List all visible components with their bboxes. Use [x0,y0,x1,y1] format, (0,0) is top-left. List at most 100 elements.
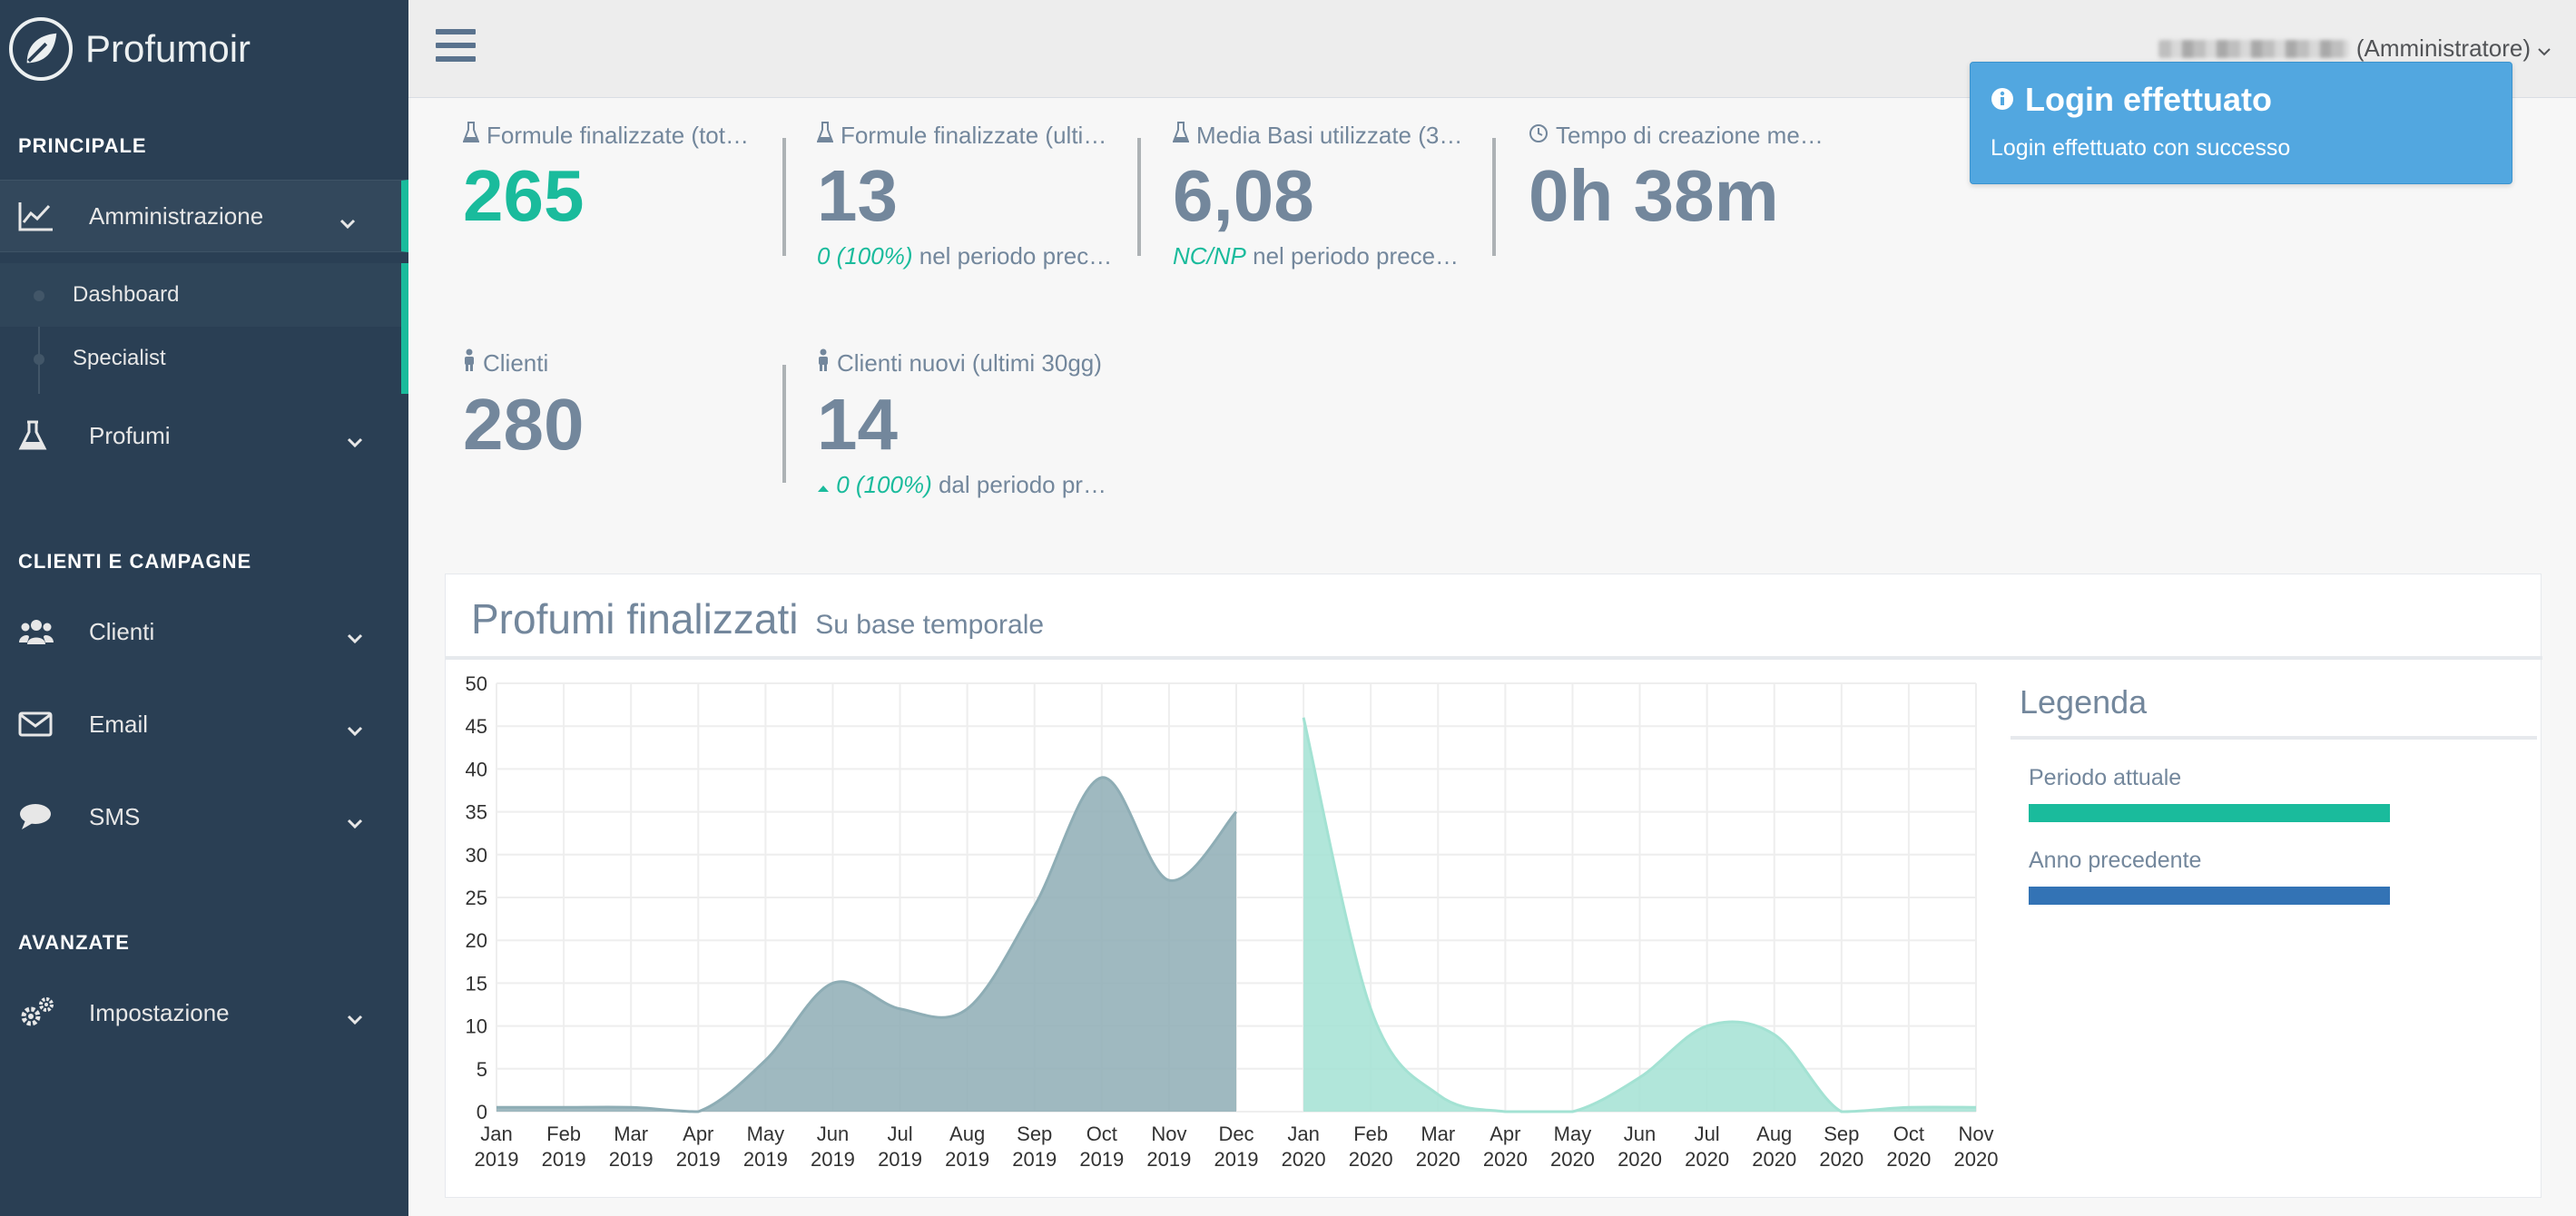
x-tick-label: 2019 [609,1148,654,1171]
submenu-rail [38,263,40,394]
tile-count: 14 [817,384,898,465]
x-tick-label: Sep [1017,1123,1052,1145]
x-tick-label: May [747,1123,785,1145]
tile-count: 265 [463,155,585,236]
x-tick-label: Mar [1421,1123,1455,1145]
sidebar-item-dashboard[interactable]: Dashboard [0,263,401,327]
tile-delta: 0 (100%) [817,242,913,270]
tile-title-text: Media Basi utilizzate (3… [1196,122,1463,149]
sidebar-item-clienti[interactable]: Clienti [0,595,408,668]
clock-icon [1529,122,1549,150]
caret-up-icon [817,471,830,498]
tile-title: Tempo di creazione me… [1529,122,1864,150]
section-title-clienti-campagne: CLIENTI E CAMPAGNE [18,550,252,573]
x-tick-label: Oct [1893,1123,1924,1145]
legend-swatch [2029,804,2390,822]
x-tick-label: 2020 [1483,1148,1528,1171]
x-tick-label: Jul [1695,1123,1720,1145]
sidebar-item-amministrazione[interactable]: Amministrazione [0,180,408,252]
tile-media-basi: Media Basi utilizzate (3… 6,08 NC/NP nel… [1173,122,1509,270]
x-tick-label: 2019 [542,1148,586,1171]
user-icon [463,348,476,378]
tile-divider [1492,138,1496,256]
brand-name: Profumoir [85,27,251,70]
sidebar-item-label: Profumi [89,421,171,449]
section-title-avanzate: AVANZATE [18,931,130,954]
flask-icon [817,122,834,150]
tile-title: Formule finalizzate (ulti… [817,122,1153,150]
area-chart: 0 5 10 15 20 25 30 35 40 45 50 Jan 2019 Feb 2019 Mar 201… [466,672,1999,1171]
x-tick-label: 2019 [676,1148,721,1171]
bullet [34,354,44,365]
y-tick-label: 5 [477,1058,487,1081]
menu-toggle-icon[interactable] [436,29,476,65]
tile-tempo-creazione: Tempo di creazione me… 0h 38m [1529,122,1864,258]
x-tick-label: Jul [887,1123,912,1145]
x-tick-label: 2019 [1146,1148,1191,1171]
sidebar-item-impostazione[interactable]: Impostazione [0,976,408,1049]
legend-label: Anno precedente [2029,848,2202,873]
y-tick-label: 20 [466,929,487,952]
tile-count: 6,08 [1173,155,1314,236]
x-tick-label: 2020 [1752,1148,1796,1171]
chart-panel: Profumi finalizzati Su base temporale 0 5… [445,574,2542,1198]
x-tick-label: 2019 [945,1148,989,1171]
tile-title: Media Basi utilizzate (3… [1173,122,1509,150]
x-tick-label: 2020 [1886,1148,1931,1171]
x-tick-label: 2020 [1819,1148,1863,1171]
username-redacted [2158,39,2349,58]
tile-divider [1137,138,1141,256]
y-tick-label: 35 [466,801,487,824]
sidebar-item-label: Specialist [73,346,166,370]
sidebar-item-specialist[interactable]: Specialist [0,327,401,390]
tile-title-text: Clienti nuovi (ultimi 30gg) [837,349,1102,377]
tile-title-text: Tempo di creazione me… [1556,122,1824,149]
y-tick-label: 10 [466,1015,487,1038]
sidebar-item-label: Dashboard [73,282,180,307]
users-icon [18,617,58,646]
sidebar-item-profumi[interactable]: Profumi [0,399,408,472]
chevron-down-icon [347,1004,363,1032]
tile-count: 13 [817,155,898,236]
legend-swatch [2029,887,2390,905]
tile-title: Clienti nuovi (ultimi 30gg) [817,348,1153,378]
x-tick-label: Jan [1287,1123,1319,1145]
x-tick-label: Mar [614,1123,648,1145]
sidebar-item-label: SMS [89,802,141,830]
tile-divider [782,365,786,483]
sidebar-item-label: Impostazione [89,998,230,1026]
legend: Legenda Periodo attuale Anno precedente [2011,683,2537,905]
x-tick-label: Dec [1218,1123,1254,1145]
tile-title: Clienti [463,348,799,378]
tile-title-text: Formule finalizzate (tot… [487,122,749,149]
legend-item-periodo-attuale[interactable]: Periodo attuale [2011,765,2537,822]
tile-clienti: Clienti 280 [463,348,799,485]
tile-delta: 0 (100%) [836,471,932,498]
login-toast[interactable]: Login effettuato Login effettuato con su… [1970,62,2512,184]
x-tick-label: 2019 [475,1148,519,1171]
x-tick-label: 2019 [1214,1148,1259,1171]
panel-title: Profumi finalizzati Su base temporale [471,594,1044,643]
tile-bottom: 0 (100%) nel periodo prec… [817,242,1153,270]
sidebar-item-sms[interactable]: SMS [0,780,408,853]
flask-icon [18,420,58,451]
sidebar-item-email[interactable]: Email [0,688,408,760]
x-tick-label: 2020 [1282,1148,1326,1171]
y-tick-label: 45 [466,715,487,738]
legend-item-anno-precedente[interactable]: Anno precedente [2011,848,2537,905]
x-tick-label: 2020 [1685,1148,1729,1171]
user-menu[interactable]: (Amministratore) [2158,34,2551,63]
y-tick-label: 0 [477,1101,487,1123]
tile-title-text: Formule finalizzate (ulti… [841,122,1107,149]
x-tick-label: Aug [949,1123,985,1145]
x-tick-label: Aug [1756,1123,1792,1145]
brand[interactable]: Profumoir [9,16,251,82]
tile-count: 280 [463,384,585,465]
envelope-icon [18,711,58,738]
y-tick-label: 40 [466,758,487,780]
x-tick-label: Sep [1824,1123,1859,1145]
x-tick-label: Jun [817,1123,849,1145]
area-series-0 [497,777,1236,1112]
toast-title-text: Login effettuato [2025,81,2272,118]
y-tick-label: 25 [466,887,487,909]
